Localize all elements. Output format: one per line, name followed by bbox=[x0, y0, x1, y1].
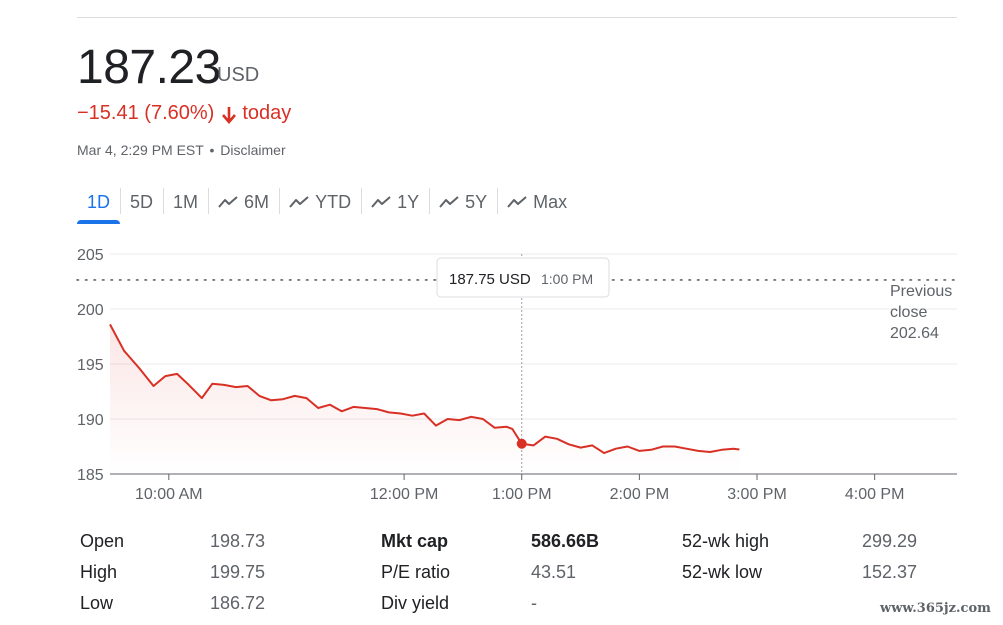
stat-row: Open 198.73 Mkt cap 586.66B 52-wk high 299.29 bbox=[80, 531, 960, 562]
trend-line-icon bbox=[439, 196, 459, 208]
tab-1y[interactable]: 1Y bbox=[361, 184, 429, 220]
trend-line-icon bbox=[289, 196, 309, 208]
stat-value: 198.73 bbox=[210, 531, 266, 551]
tab-1d[interactable]: 1D bbox=[77, 184, 121, 224]
trend-line-icon bbox=[218, 196, 238, 208]
stat-value: 43.51 bbox=[531, 562, 577, 582]
tooltip-price: 187.75 USD bbox=[449, 271, 531, 288]
tab-5d[interactable]: 5D bbox=[120, 184, 163, 220]
hover-point bbox=[516, 438, 527, 449]
tab-ytd[interactable]: YTD bbox=[279, 184, 361, 220]
stat-label: P/E ratio bbox=[381, 562, 451, 582]
change-period: today bbox=[242, 102, 292, 124]
price-change: −15.41 (7.60%) today bbox=[77, 102, 291, 125]
price-line bbox=[109, 323, 740, 455]
x-tick-label: 3:00 PM bbox=[727, 486, 787, 503]
stat-row: Low 186.72 Div yield - bbox=[80, 593, 960, 624]
y-tick-label: 205 bbox=[77, 247, 104, 264]
price-chart: 205 200 195 190 185 10:00 AM 12:00 PM 1:00 PM 2:… bbox=[76, 247, 958, 503]
stat-label: Open bbox=[80, 531, 125, 551]
stat-value: 152.37 bbox=[862, 562, 918, 582]
change-amount: −15.41 (7.60%) bbox=[77, 102, 215, 124]
disclaimer-link[interactable]: Disclaimer bbox=[220, 142, 286, 158]
arrow-down-icon bbox=[222, 106, 237, 124]
previous-close-label: Previous bbox=[890, 283, 952, 300]
x-tick-label: 10:00 AM bbox=[135, 486, 203, 503]
tab-label: 6M bbox=[244, 191, 270, 212]
stat-value: 199.75 bbox=[210, 562, 266, 582]
tab-label: 5D bbox=[130, 191, 154, 212]
stat-value: 186.72 bbox=[210, 593, 266, 613]
stat-label: 52-wk high bbox=[682, 531, 770, 551]
y-tick-label: 185 bbox=[77, 467, 104, 484]
timestamp: Mar 4, 2:29 PM EST bbox=[77, 142, 204, 158]
stat-label: 52-wk low bbox=[682, 562, 763, 582]
y-tick-label: 195 bbox=[77, 357, 104, 374]
tab-5y[interactable]: 5Y bbox=[429, 184, 497, 220]
stat-row: High 199.75 P/E ratio 43.51 52-wk low 152.37 bbox=[80, 562, 960, 593]
trend-line-icon bbox=[507, 196, 527, 208]
y-tick-label: 190 bbox=[77, 412, 104, 429]
x-tick-label: 1:00 PM bbox=[492, 486, 552, 503]
quote-meta: Mar 4, 2:29 PM EST • Disclaimer bbox=[77, 142, 286, 158]
stat-value: 586.66B bbox=[531, 531, 600, 551]
meta-separator: • bbox=[209, 142, 215, 158]
range-tabs: 1D 5D 1M 6M YTD 1Y 5Y Max bbox=[77, 184, 577, 224]
currency-label: USD bbox=[217, 64, 260, 86]
y-tick-label: 200 bbox=[77, 302, 104, 319]
x-tick-label: 12:00 PM bbox=[370, 486, 438, 503]
tab-max[interactable]: Max bbox=[497, 184, 577, 220]
key-stats: Open 198.73 Mkt cap 586.66B 52-wk high 299.29… bbox=[80, 531, 960, 624]
current-price: 187.23 bbox=[77, 41, 221, 94]
price-area bbox=[110, 324, 740, 474]
previous-close-label: close bbox=[890, 304, 927, 321]
stat-value: 299.29 bbox=[862, 531, 918, 551]
tab-label: YTD bbox=[315, 191, 352, 212]
tab-label: 1D bbox=[87, 191, 111, 212]
tab-label: 5Y bbox=[465, 191, 488, 212]
trend-line-icon bbox=[371, 196, 391, 208]
tab-label: Max bbox=[533, 191, 568, 212]
stat-value: - bbox=[531, 593, 537, 613]
stat-label: Mkt cap bbox=[381, 531, 449, 551]
watermark: www.365jz.com bbox=[880, 601, 991, 616]
tab-label: 1Y bbox=[397, 191, 420, 212]
tab-1m[interactable]: 1M bbox=[163, 184, 208, 220]
stat-label: High bbox=[80, 562, 118, 582]
x-tick-label: 2:00 PM bbox=[610, 486, 670, 503]
stat-label: Low bbox=[80, 593, 114, 613]
top-divider bbox=[77, 17, 957, 18]
tooltip-time: 1:00 PM bbox=[541, 271, 593, 287]
tab-6m[interactable]: 6M bbox=[208, 184, 279, 220]
x-tick-label: 4:00 PM bbox=[845, 486, 905, 503]
tab-label: 1M bbox=[173, 191, 199, 212]
stat-label: Div yield bbox=[381, 593, 450, 613]
tooltip-box bbox=[436, 257, 610, 298]
previous-close-value: 202.64 bbox=[890, 325, 939, 342]
